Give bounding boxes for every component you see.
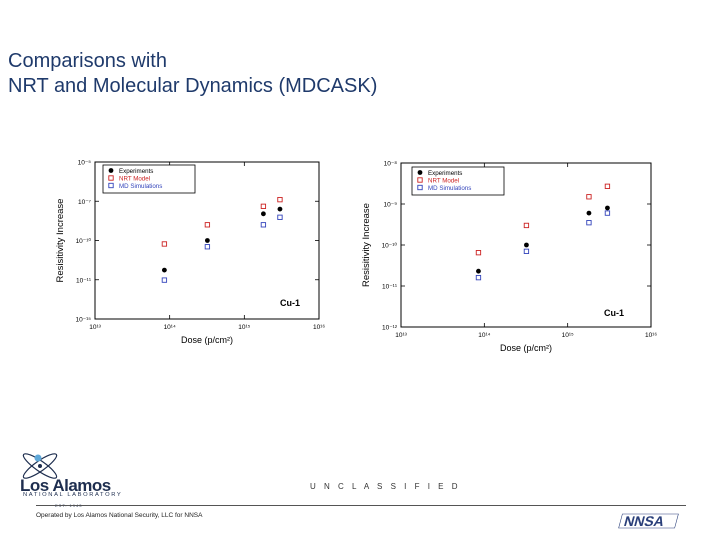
slide-title-line2: NRT and Molecular Dynamics (MDCASK) bbox=[8, 75, 378, 97]
y-tick-label: 10⁻¹¹ bbox=[76, 277, 92, 284]
chart-panel-2: 10¹³ 10¹⁴ 10¹⁵ 10¹⁶ 10⁻⁸ 10⁻⁹ 10⁻¹⁰ 10⁻¹¹ 10⁻¹² D… bbox=[361, 161, 657, 354]
y-tick-label: 10⁻⁵ bbox=[78, 160, 92, 167]
y-tick-label: 10⁻⁹ bbox=[384, 202, 398, 209]
legend-label: NRT Model bbox=[428, 178, 459, 185]
data-point bbox=[161, 267, 167, 273]
cu-annotation: Cu-1 bbox=[604, 308, 624, 318]
y-tick-label: 10⁻⁷ bbox=[78, 199, 92, 206]
y-tick-label: 10⁻¹⁵ bbox=[75, 317, 91, 324]
data-point bbox=[523, 222, 530, 229]
data-point bbox=[277, 214, 283, 220]
logo-subtitle: NATIONAL LABORATORY bbox=[23, 492, 123, 498]
data-point bbox=[475, 250, 482, 256]
nnsa-logo: NNSA bbox=[618, 513, 679, 530]
legend-label: Experiments bbox=[119, 168, 153, 175]
data-point bbox=[161, 277, 168, 283]
los-alamos-logo bbox=[10, 450, 145, 510]
data-point bbox=[586, 220, 592, 226]
operated-by-text: Operated by Los Alamos National Security… bbox=[36, 512, 203, 519]
data-point bbox=[204, 238, 210, 243]
legend-marker bbox=[108, 168, 114, 173]
y-tick-label: 10⁻¹¹ bbox=[382, 284, 398, 291]
x-tick-label: 10¹⁶ bbox=[313, 324, 325, 331]
legend-marker bbox=[417, 170, 423, 175]
y-tick-label: 10⁻⁸ bbox=[384, 161, 398, 168]
y-tick-label: 10⁻¹⁰ bbox=[382, 242, 398, 250]
x-axis-label: Dose (p/cm²) bbox=[500, 343, 552, 353]
data-point bbox=[604, 183, 611, 189]
data-point bbox=[586, 210, 592, 216]
legend-box bbox=[102, 164, 196, 194]
footer-divider bbox=[36, 505, 686, 506]
x-axis-label: Dose (p/cm²) bbox=[181, 335, 233, 345]
x-tick-label: 10¹³ bbox=[395, 332, 407, 339]
x-tick-label: 10¹⁵ bbox=[562, 332, 574, 339]
x-tick-label: 10¹³ bbox=[89, 324, 101, 331]
data-point bbox=[523, 248, 530, 255]
data-point bbox=[161, 241, 168, 247]
x-tick-label: 10¹⁵ bbox=[238, 324, 250, 331]
data-point bbox=[260, 211, 266, 217]
data-point bbox=[204, 244, 211, 250]
legend-label: NRT Model bbox=[119, 176, 150, 183]
data-point bbox=[524, 242, 529, 248]
data-point bbox=[604, 210, 611, 216]
data-point bbox=[260, 203, 267, 209]
chart-panel-1: 10¹³ 10¹⁴ 10¹⁵ 10¹⁶ 10⁻⁵ 10⁻⁷ 10⁻¹⁰ 10⁻¹¹ 10⁻¹⁵ D… bbox=[55, 160, 325, 346]
legend-label: Experiments bbox=[428, 170, 462, 177]
cu-annotation: Cu-1 bbox=[280, 298, 300, 308]
y-axis-label: Resisitivity Increase bbox=[55, 199, 66, 283]
logo-name: Los Alamos bbox=[20, 476, 111, 495]
y-tick-label: 10⁻¹⁰ bbox=[76, 237, 92, 245]
data-point bbox=[586, 194, 592, 200]
x-tick-label: 10¹⁴ bbox=[478, 332, 490, 339]
legend-box bbox=[411, 166, 505, 196]
classification-label: U N C L A S S I F I E D bbox=[310, 482, 461, 491]
data-point bbox=[277, 196, 283, 203]
legend-marker bbox=[417, 177, 423, 183]
data-point bbox=[476, 268, 481, 274]
nnsa-logo-text: NNSA bbox=[622, 514, 666, 530]
data-point bbox=[260, 222, 267, 228]
legend-marker bbox=[417, 184, 423, 191]
data-point bbox=[204, 222, 211, 228]
legend-label: MD Simulations bbox=[428, 185, 471, 192]
legend-label: MD Simulations bbox=[119, 183, 162, 190]
x-tick-label: 10¹⁶ bbox=[645, 332, 657, 339]
y-axis-label: Resisitivity Increase bbox=[361, 203, 372, 287]
x-tick-label: 10¹⁴ bbox=[164, 324, 176, 331]
los-alamos-atom-icon bbox=[22, 453, 58, 479]
data-point bbox=[475, 274, 482, 281]
data-point bbox=[605, 205, 610, 211]
legend-marker bbox=[108, 175, 114, 181]
legend-marker bbox=[108, 182, 114, 189]
data-point bbox=[277, 206, 283, 212]
y-tick-label: 10⁻¹² bbox=[382, 325, 398, 332]
slide-title-line1: Comparisons with bbox=[8, 50, 167, 72]
slide-title: Comparisons with NRT and Molecular Dynam… bbox=[8, 49, 608, 99]
